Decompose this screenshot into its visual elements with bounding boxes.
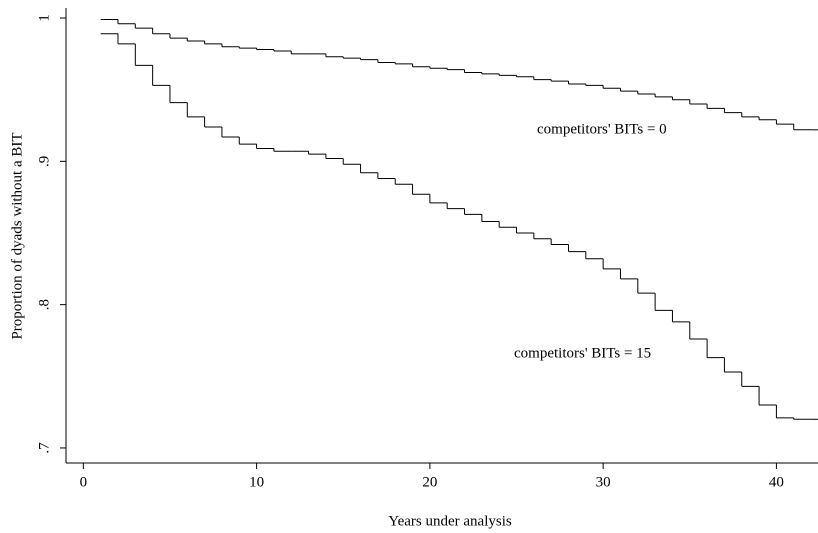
y-tick-label: .9 — [36, 156, 52, 167]
series-label: competitors' BITs = 15 — [514, 345, 651, 361]
x-tick-label: 10 — [249, 474, 264, 490]
y-axis-label: Proportion of dyads without a BIT — [9, 132, 25, 339]
y-tick-label: .7 — [36, 442, 52, 454]
x-tick-label: 30 — [596, 474, 611, 490]
y-tick-label: .8 — [36, 299, 52, 310]
series-label: competitors' BITs = 0 — [537, 121, 667, 137]
x-axis-label: Years under analysis — [388, 513, 512, 529]
y-tick-label: 1 — [36, 14, 52, 22]
x-tick-label: 0 — [80, 474, 88, 490]
x-tick-label: 20 — [422, 474, 437, 490]
x-tick-label: 40 — [769, 474, 784, 490]
